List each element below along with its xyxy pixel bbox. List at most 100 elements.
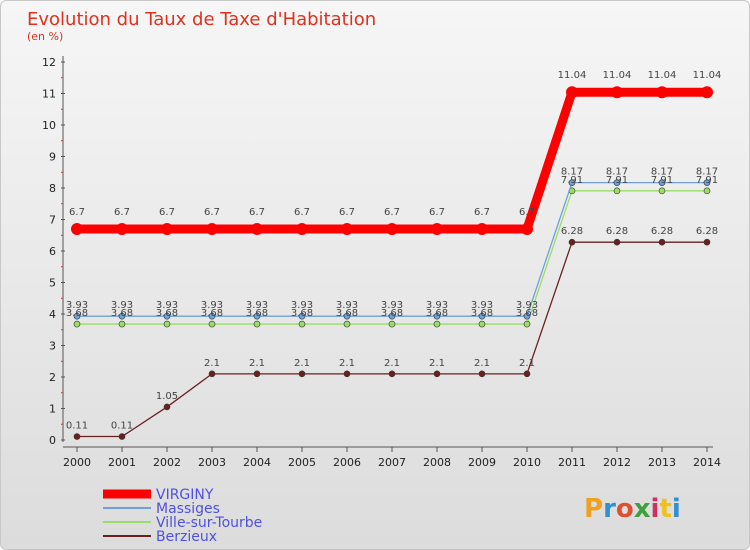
data-label: 0.11 — [66, 421, 88, 432]
data-point — [388, 312, 396, 320]
data-point — [73, 433, 81, 440]
y-tick-label: 10 — [42, 119, 56, 132]
data-label: 6.7 — [249, 207, 265, 218]
data-point — [341, 222, 353, 235]
data-label: 3.93 — [336, 300, 358, 311]
data-label: 11.04 — [648, 70, 677, 81]
data-label: 2.1 — [294, 358, 310, 369]
data-label: 6.28 — [606, 226, 628, 237]
data-point — [163, 312, 171, 320]
data-point — [73, 312, 81, 320]
data-point — [523, 312, 531, 320]
data-label: 11.04 — [693, 70, 722, 81]
data-label: 11.04 — [558, 70, 587, 81]
data-point — [521, 222, 533, 235]
x-tick-label: 2014 — [693, 456, 721, 469]
data-point — [433, 370, 441, 378]
y-tick-label: 1 — [49, 403, 56, 416]
y-tick-label: 2 — [49, 371, 56, 384]
data-labels: 6.7 6.7 6.7 6.7 6.7 6.7 6.7 6.7 6.7 6.7 6.7 11.04 11… — [66, 70, 721, 431]
legend-label: VIRGINY — [156, 487, 214, 503]
data-label: 3.68 — [66, 308, 88, 319]
data-point — [388, 320, 396, 328]
data-point — [343, 370, 351, 378]
data-point — [298, 370, 306, 378]
data-point — [118, 433, 126, 440]
data-point — [701, 86, 713, 99]
data-label: 6.7 — [294, 207, 310, 218]
logo-letter: i — [672, 494, 681, 524]
series-line-massiges — [76, 181, 708, 317]
data-label: 3.93 — [516, 300, 538, 311]
data-point — [433, 312, 441, 320]
x-tick-label: 2008 — [423, 456, 451, 469]
data-point — [656, 86, 668, 99]
data-label: 6.7 — [69, 207, 85, 218]
data-label: 3.93 — [381, 300, 403, 311]
data-label: 3.68 — [516, 308, 538, 319]
logo-letter: i — [651, 494, 660, 524]
chart-subtitle: (en %) — [27, 30, 63, 43]
data-label: 2.1 — [384, 358, 400, 369]
data-label: 8.17 — [696, 167, 718, 178]
data-label: 7.91 — [561, 175, 583, 186]
x-tick-label: 2012 — [603, 456, 631, 469]
data-label: 7.91 — [606, 175, 628, 186]
data-point — [343, 320, 351, 328]
data-point — [478, 320, 486, 328]
data-label: 3.68 — [336, 308, 358, 319]
data-point — [703, 238, 711, 246]
data-point — [208, 312, 216, 320]
data-label: 2.1 — [249, 358, 265, 369]
data-label: 3.93 — [291, 300, 313, 311]
data-point — [613, 187, 621, 195]
data-label: 3.68 — [156, 308, 178, 319]
data-point — [523, 370, 531, 378]
data-label: 2.1 — [474, 358, 490, 369]
chart-title: Evolution du Taux de Taxe d'Habitation — [27, 9, 376, 30]
data-label: 6.28 — [651, 226, 673, 237]
data-point — [73, 320, 81, 328]
data-point — [613, 238, 621, 246]
x-tick-label: 2001 — [108, 456, 136, 469]
logo-letter: P — [584, 494, 603, 524]
data-point — [161, 222, 173, 235]
y-tick-label: 4 — [49, 308, 56, 321]
logo-letter: o — [616, 494, 634, 524]
data-point — [253, 320, 261, 328]
data-label: 3.68 — [471, 308, 493, 319]
data-label: 3.93 — [111, 300, 133, 311]
data-label: 3.68 — [426, 308, 448, 319]
data-label: 3.68 — [381, 308, 403, 319]
data-point — [478, 370, 486, 378]
x-tick-label: 2009 — [468, 456, 496, 469]
data-point — [296, 222, 308, 235]
data-point — [253, 312, 261, 320]
data-point — [431, 222, 443, 235]
data-point — [658, 187, 666, 195]
data-label: 3.93 — [66, 300, 88, 311]
data-label: 3.68 — [291, 308, 313, 319]
data-label: 3.68 — [111, 308, 133, 319]
data-label: 2.1 — [204, 358, 220, 369]
data-point — [658, 238, 666, 246]
data-point — [566, 86, 578, 99]
data-point — [523, 320, 531, 328]
y-tick-label: 11 — [42, 88, 56, 101]
series-line-berzieux — [76, 241, 708, 438]
x-tick-label: 2005 — [288, 456, 316, 469]
data-label: 3.93 — [426, 300, 448, 311]
data-point — [343, 312, 351, 320]
data-label: 2.1 — [339, 358, 355, 369]
data-label: 6.7 — [339, 207, 355, 218]
data-point — [703, 179, 711, 186]
logo-letter: r — [603, 494, 616, 524]
data-label: 8.17 — [606, 167, 628, 178]
data-label: 3.93 — [156, 300, 178, 311]
data-point — [703, 187, 711, 195]
data-label: 3.68 — [201, 308, 223, 319]
data-label: 6.7 — [384, 207, 400, 218]
